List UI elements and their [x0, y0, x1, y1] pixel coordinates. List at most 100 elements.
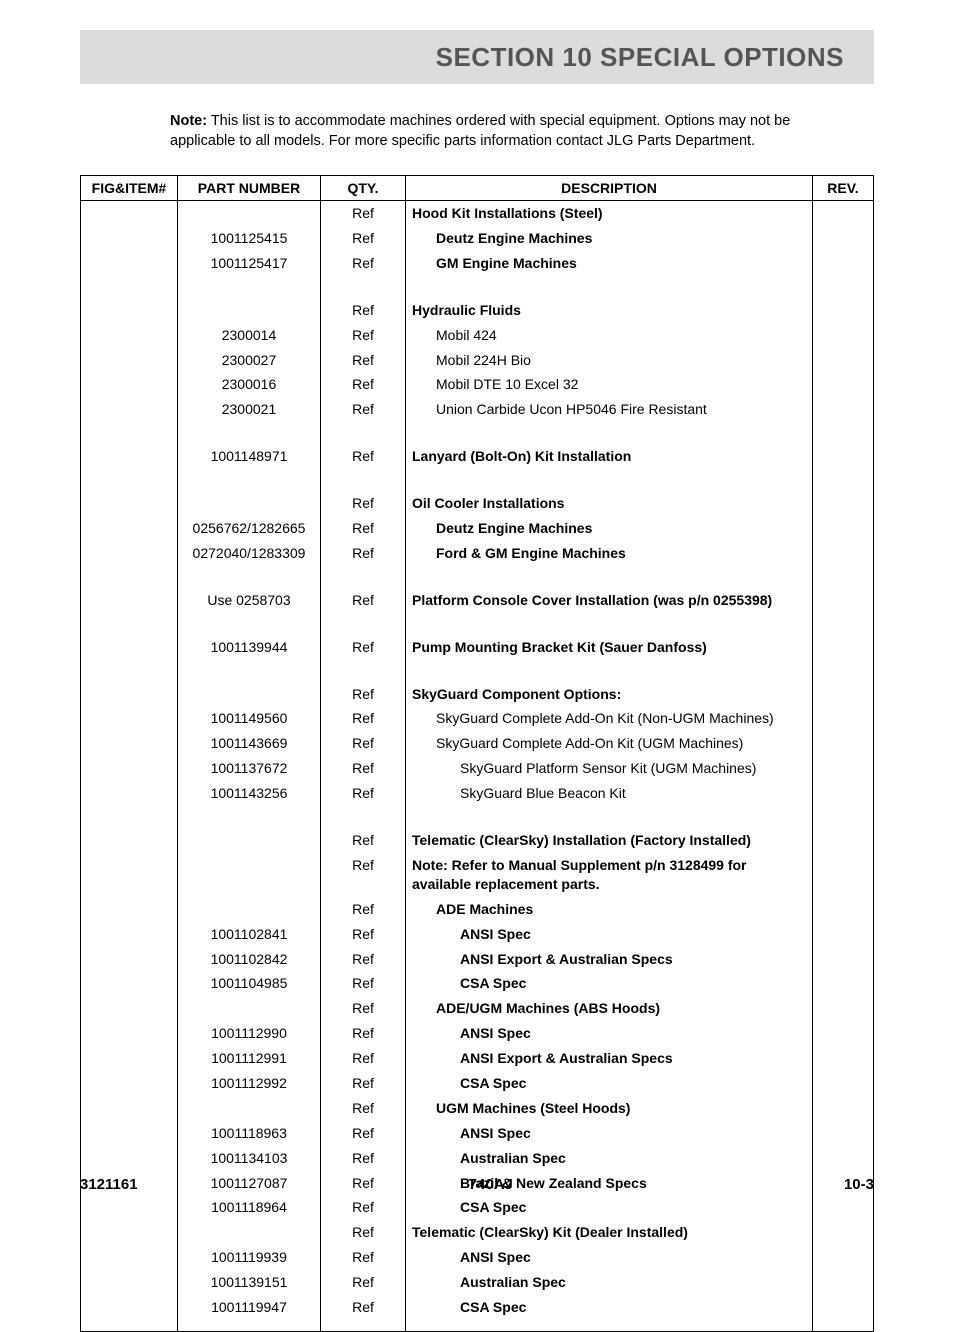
- description-text: SkyGuard Platform Sensor Kit (UGM Machin…: [412, 759, 756, 778]
- table-body: RefHood Kit Installations (Steel)1001125…: [81, 201, 874, 1332]
- cell-rev: [813, 922, 874, 947]
- cell-desc: GM Engine Machines: [406, 251, 813, 276]
- parts-table: FIG&ITEM# PART NUMBER QTY. DESCRIPTION R…: [80, 175, 874, 1332]
- description-text: UGM Machines (Steel Hoods): [412, 1099, 630, 1118]
- cell-part: 1001148971: [178, 444, 321, 469]
- cell-fig: [81, 1195, 178, 1220]
- cell-desc: Union Carbide Ucon HP5046 Fire Resistant: [406, 397, 813, 422]
- cell-desc: CSA Spec: [406, 1295, 813, 1331]
- cell-fig: [81, 1071, 178, 1096]
- cell-fig: [81, 1146, 178, 1171]
- cell-desc: ANSI Export & Australian Specs: [406, 947, 813, 972]
- cell-qty: Ref: [321, 1071, 406, 1096]
- section-title: SECTION 10 SPECIAL OPTIONS: [436, 42, 844, 73]
- cell-part: 1001118964: [178, 1195, 321, 1220]
- cell-part: 1001139944: [178, 635, 321, 660]
- cell-rev: [813, 588, 874, 613]
- cell-desc: SkyGuard Blue Beacon Kit: [406, 781, 813, 806]
- cell-fig: [81, 201, 178, 226]
- cell-part: 2300021: [178, 397, 321, 422]
- cell-part: 1001118963: [178, 1121, 321, 1146]
- cell-rev: [813, 444, 874, 469]
- cell-qty: Ref: [321, 201, 406, 226]
- cell-fig: [81, 781, 178, 806]
- table-row: 1001102842RefANSI Export & Australian Sp…: [81, 947, 874, 972]
- description-text: Platform Console Cover Installation (was…: [412, 591, 772, 610]
- cell-fig: [81, 828, 178, 853]
- cell-rev: [813, 372, 874, 397]
- note-label: Note:: [170, 113, 207, 129]
- cell-rev: [813, 1295, 874, 1331]
- cell-part: [178, 1096, 321, 1121]
- table-row: 1001125417RefGM Engine Machines: [81, 251, 874, 276]
- description-text: CSA Spec: [412, 1198, 526, 1217]
- note-paragraph: Note: This list is to accommodate machin…: [170, 112, 820, 151]
- cell-qty: Ref: [321, 348, 406, 373]
- table-row: RefADE/UGM Machines (ABS Hoods): [81, 996, 874, 1021]
- cell-rev: [813, 706, 874, 731]
- cell-rev: [813, 298, 874, 323]
- cell-rev: [813, 1046, 874, 1071]
- description-text: Deutz Engine Machines: [412, 519, 592, 538]
- cell-fig: [81, 1021, 178, 1046]
- description-text: ANSI Export & Australian Specs: [412, 1049, 673, 1068]
- cell-desc: SkyGuard Component Options:: [406, 682, 813, 707]
- cell-desc: Telematic (ClearSky) Kit (Dealer Install…: [406, 1220, 813, 1245]
- table-row: 0272040/1283309RefFord & GM Engine Machi…: [81, 541, 874, 566]
- cell-part: 1001143669: [178, 731, 321, 756]
- description-text: SkyGuard Component Options:: [412, 685, 621, 704]
- cell-part: 1001112991: [178, 1046, 321, 1071]
- table-row: RefHydraulic Fluids: [81, 298, 874, 323]
- cell-part: Use 0258703: [178, 588, 321, 613]
- cell-rev: [813, 1021, 874, 1046]
- cell-qty: Ref: [321, 397, 406, 422]
- cell-desc: Australian Spec: [406, 1146, 813, 1171]
- description-text: Telematic (ClearSky) Kit (Dealer Install…: [412, 1223, 688, 1242]
- cell-fig: [81, 971, 178, 996]
- cell-fig: [81, 756, 178, 781]
- cell-rev: [813, 226, 874, 251]
- description-text: Australian Spec: [412, 1149, 566, 1168]
- cell-desc: UGM Machines (Steel Hoods): [406, 1096, 813, 1121]
- table-row: [81, 566, 874, 588]
- cell-fig: [81, 1096, 178, 1121]
- cell-desc: Pump Mounting Bracket Kit (Sauer Danfoss…: [406, 635, 813, 660]
- table-row: 1001118964RefCSA Spec: [81, 1195, 874, 1220]
- cell-fig: [81, 853, 178, 897]
- table-row: 1001112990RefANSI Spec: [81, 1021, 874, 1046]
- cell-qty: Ref: [321, 756, 406, 781]
- table-row: 1001137672RefSkyGuard Platform Sensor Ki…: [81, 756, 874, 781]
- cell-desc: ANSI Spec: [406, 1121, 813, 1146]
- description-text: Note: Refer to Manual Supplement p/n 312…: [412, 856, 806, 894]
- table-header: FIG&ITEM# PART NUMBER QTY. DESCRIPTION R…: [81, 176, 874, 201]
- description-text: Ford & GM Engine Machines: [412, 544, 626, 563]
- cell-part: 1001112992: [178, 1071, 321, 1096]
- cell-qty: Ref: [321, 947, 406, 972]
- cell-fig: [81, 1295, 178, 1331]
- cell-rev: [813, 971, 874, 996]
- cell-rev: [813, 756, 874, 781]
- cell-rev: [813, 1220, 874, 1245]
- cell-fig: [81, 251, 178, 276]
- cell-fig: [81, 491, 178, 516]
- table-row: 1001143669RefSkyGuard Complete Add-On Ki…: [81, 731, 874, 756]
- table-row: 1001119947RefCSA Spec: [81, 1295, 874, 1331]
- table-row: 2300021Ref Union Carbide Ucon HP5046 Fire…: [81, 397, 874, 422]
- cell-part: 2300027: [178, 348, 321, 373]
- description-text: Union Carbide Ucon HP5046 Fire Resistant: [412, 400, 707, 419]
- cell-part: [178, 828, 321, 853]
- cell-desc: Deutz Engine Machines: [406, 226, 813, 251]
- col-header-desc: DESCRIPTION: [406, 176, 813, 201]
- cell-desc: Telematic (ClearSky) Installation (Facto…: [406, 828, 813, 853]
- cell-part: 1001119939: [178, 1245, 321, 1270]
- cell-part: 1001139151: [178, 1270, 321, 1295]
- description-text: CSA Spec: [412, 1074, 526, 1093]
- description-text: ANSI Spec: [412, 1024, 531, 1043]
- cell-part: [178, 491, 321, 516]
- cell-part: 0256762/1282665: [178, 516, 321, 541]
- cell-fig: [81, 1245, 178, 1270]
- cell-fig: [81, 1046, 178, 1071]
- col-header-qty: QTY.: [321, 176, 406, 201]
- cell-qty: Ref: [321, 682, 406, 707]
- cell-rev: [813, 635, 874, 660]
